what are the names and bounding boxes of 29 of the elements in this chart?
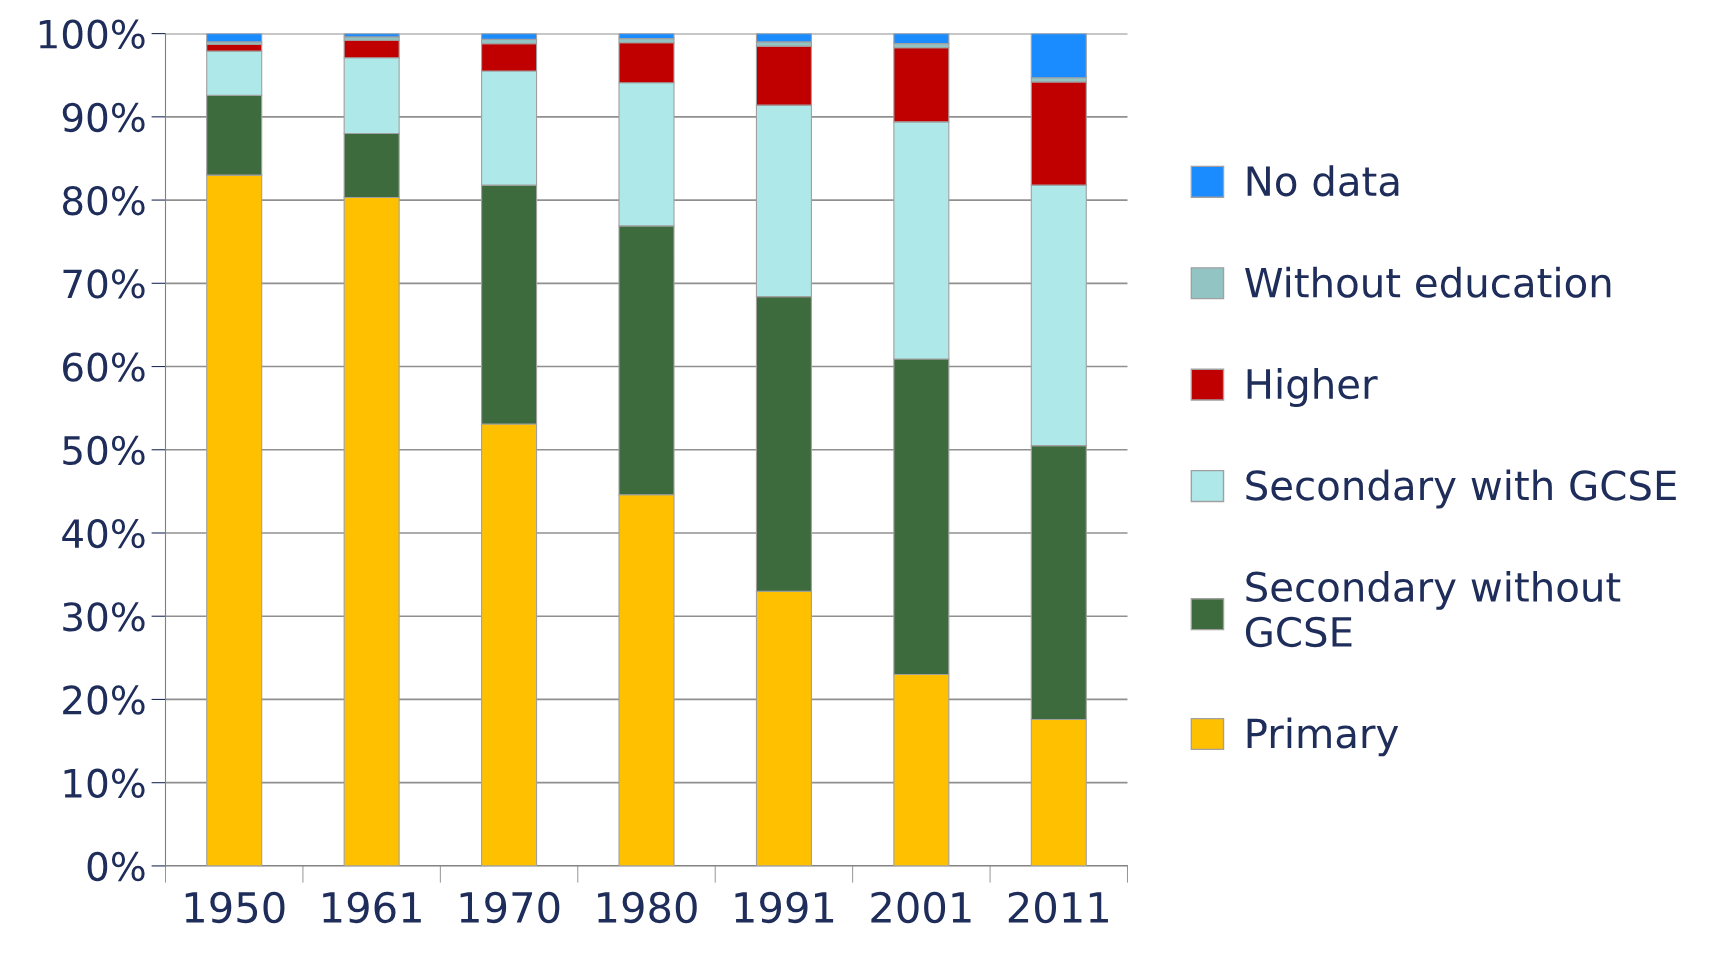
y-tick-label: 80%: [62, 185, 145, 216]
bar: [1030, 33, 1087, 79]
x-tick-label: 1991: [735, 891, 834, 924]
x-tick-label: 1970: [460, 891, 560, 924]
bar: [618, 33, 675, 40]
y-tick-label: 60%: [63, 352, 145, 382]
x-tick-label: 1961: [323, 891, 421, 924]
legend-label: Higher: [1247, 368, 1378, 408]
y-tick-label: 90%: [62, 102, 145, 133]
y-tick-label: 0%: [87, 851, 145, 882]
legend-label: Secondary with GCSE: [1246, 469, 1676, 509]
bar: [481, 33, 538, 40]
y-tick-label: 10%: [64, 768, 145, 799]
legend-label: No data: [1247, 165, 1399, 197]
y-tick-label: 40%: [62, 518, 145, 549]
y-tick-label: 50%: [63, 435, 145, 466]
y-tick-label: 30%: [63, 602, 145, 632]
legend-label: Without education: [1245, 266, 1611, 298]
bar: [893, 33, 950, 45]
legend-label: Primary: [1247, 717, 1399, 757]
x-tick-label: 1980: [598, 891, 697, 924]
bar: [755, 33, 812, 43]
x-tick-label: 2001: [871, 891, 971, 924]
x-tick-label: 2011: [1008, 891, 1108, 924]
y-tick-label: 70%: [63, 269, 145, 299]
y-tick-label: 100%: [39, 19, 145, 49]
y-tick-label: 20%: [63, 685, 145, 715]
x-tick-label: 1950: [185, 891, 285, 924]
legend-label: Secondary without GCSE: [1245, 570, 1621, 648]
